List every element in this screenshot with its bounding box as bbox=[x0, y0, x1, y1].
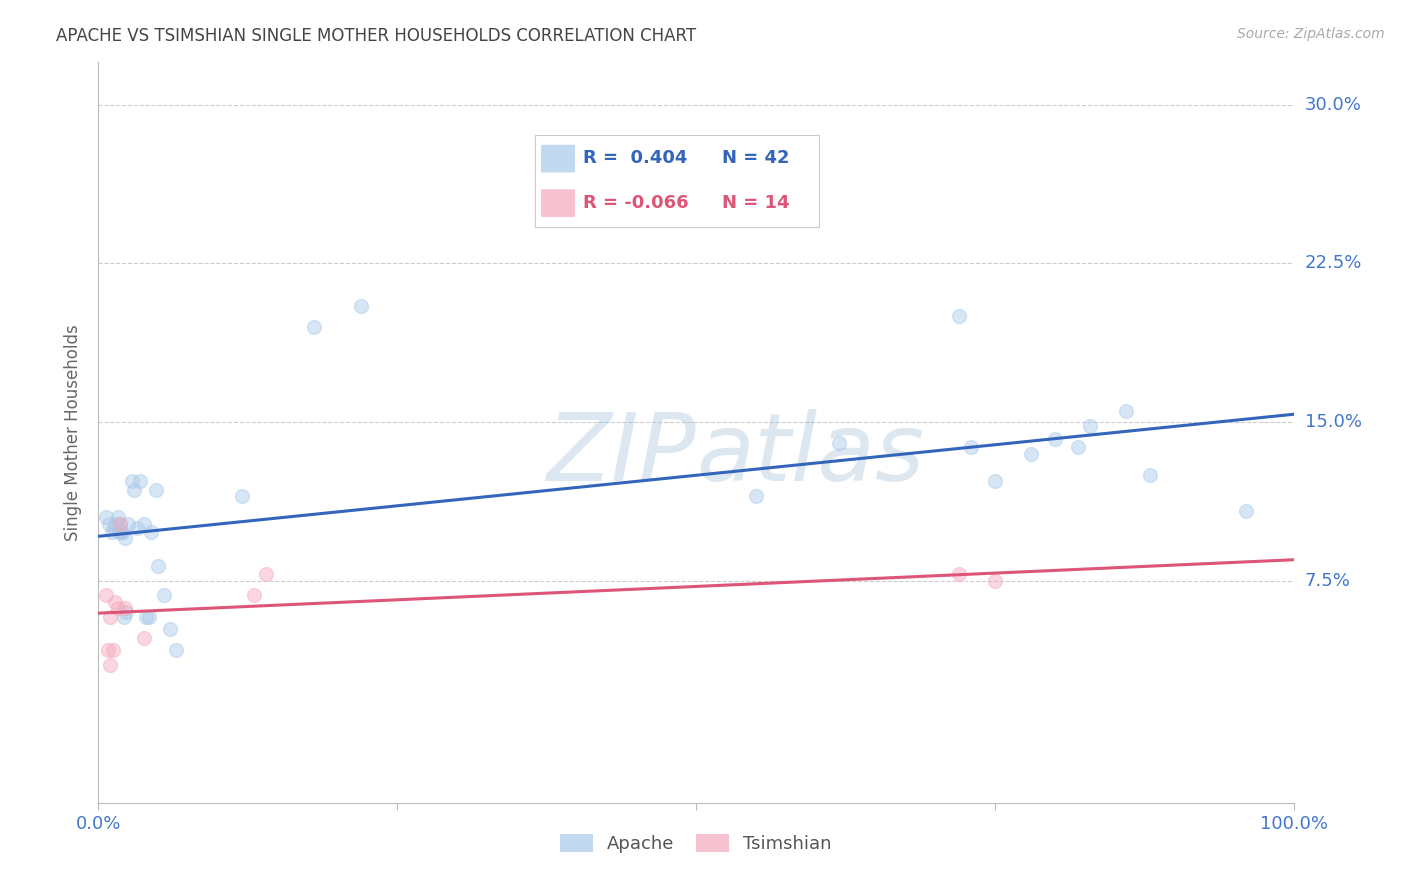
Text: 30.0%: 30.0% bbox=[1305, 95, 1361, 114]
Text: N = 14: N = 14 bbox=[723, 194, 790, 211]
Point bbox=[948, 567, 970, 582]
Point bbox=[115, 606, 138, 620]
Point bbox=[117, 516, 139, 531]
Point bbox=[159, 623, 181, 637]
Point bbox=[110, 524, 132, 539]
Point bbox=[114, 601, 136, 615]
Point bbox=[1080, 419, 1102, 434]
Point bbox=[1067, 441, 1090, 455]
Text: atlas: atlas bbox=[696, 409, 924, 500]
Point bbox=[107, 524, 129, 539]
FancyBboxPatch shape bbox=[541, 145, 575, 172]
Text: N = 42: N = 42 bbox=[723, 149, 790, 167]
Point bbox=[100, 524, 122, 539]
Text: 7.5%: 7.5% bbox=[1305, 572, 1351, 590]
Point bbox=[960, 441, 983, 455]
Point bbox=[111, 524, 134, 539]
Text: R = -0.066: R = -0.066 bbox=[583, 194, 689, 211]
Point bbox=[984, 475, 1007, 489]
Point bbox=[1115, 404, 1137, 418]
Point bbox=[108, 516, 131, 531]
Point bbox=[101, 643, 124, 657]
Legend: Apache, Tsimshian: Apache, Tsimshian bbox=[553, 827, 839, 861]
Point bbox=[132, 631, 155, 645]
Point bbox=[745, 489, 768, 503]
Point bbox=[153, 589, 176, 603]
Point bbox=[94, 510, 117, 524]
Point bbox=[132, 516, 155, 531]
Point bbox=[124, 483, 146, 497]
Text: Source: ZipAtlas.com: Source: ZipAtlas.com bbox=[1237, 27, 1385, 41]
Point bbox=[129, 475, 152, 489]
Text: APACHE VS TSIMSHIAN SINGLE MOTHER HOUSEHOLDS CORRELATION CHART: APACHE VS TSIMSHIAN SINGLE MOTHER HOUSEH… bbox=[56, 27, 696, 45]
Point bbox=[165, 643, 187, 657]
Point bbox=[243, 589, 266, 603]
Point bbox=[350, 299, 373, 313]
Point bbox=[828, 436, 851, 450]
Point bbox=[148, 558, 170, 573]
Point bbox=[94, 589, 117, 603]
Point bbox=[98, 609, 122, 624]
Point bbox=[107, 601, 129, 615]
Point bbox=[98, 516, 121, 531]
Point bbox=[139, 524, 162, 539]
Point bbox=[302, 319, 325, 334]
Point bbox=[1019, 447, 1042, 461]
Point bbox=[114, 532, 136, 546]
Point bbox=[121, 475, 143, 489]
Text: R =  0.404: R = 0.404 bbox=[583, 149, 688, 167]
Point bbox=[103, 521, 125, 535]
Y-axis label: Single Mother Households: Single Mother Households bbox=[65, 325, 83, 541]
Point bbox=[125, 521, 148, 535]
Point bbox=[112, 609, 135, 624]
Text: 22.5%: 22.5% bbox=[1305, 254, 1362, 272]
Text: 15.0%: 15.0% bbox=[1305, 413, 1361, 431]
Text: ZIP: ZIP bbox=[547, 409, 696, 500]
Point bbox=[1139, 467, 1161, 482]
Point bbox=[254, 567, 277, 582]
Point bbox=[105, 516, 128, 531]
Point bbox=[231, 489, 253, 503]
FancyBboxPatch shape bbox=[541, 189, 575, 217]
Point bbox=[1043, 432, 1066, 446]
Point bbox=[145, 483, 167, 497]
Point bbox=[138, 609, 160, 624]
Point bbox=[135, 609, 157, 624]
Point bbox=[98, 658, 122, 673]
Point bbox=[984, 574, 1007, 588]
Point bbox=[1234, 504, 1257, 518]
Point bbox=[97, 643, 120, 657]
Point bbox=[107, 510, 129, 524]
Point bbox=[104, 595, 127, 609]
Point bbox=[948, 310, 970, 324]
Point bbox=[108, 516, 131, 531]
